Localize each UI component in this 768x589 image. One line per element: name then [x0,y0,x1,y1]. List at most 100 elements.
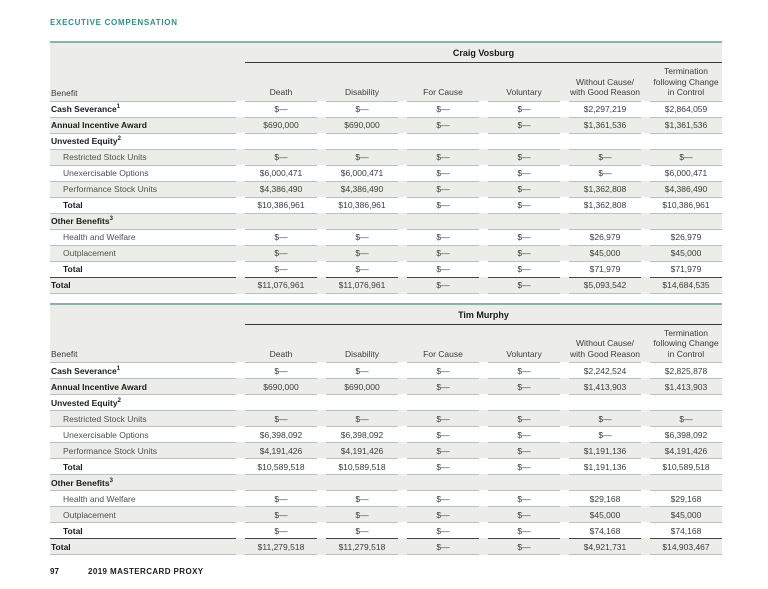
value-cell: $— [407,100,479,117]
value-cell: $— [488,244,560,261]
value-cell [488,212,560,229]
table-row: Total $10,386,961 $10,386,961 $— $— $1,362,80… [50,196,722,213]
value-cell: $10,386,961 [326,196,398,213]
table-row: Unvested Equity2 [50,394,722,410]
value-cell: $11,279,518 [245,538,317,555]
benefit-cell: Other Benefits3 [50,212,236,229]
value-cell: $— [407,426,479,442]
value-cell: $— [488,506,560,522]
entity-name-row: Craig Vosburg [50,43,722,63]
benefit-cell: Cash Severance1 [50,100,236,117]
value-cell: $2,297,219 [569,100,641,117]
value-cell: $— [326,522,398,538]
entity-name: Craig Vosburg [245,43,722,63]
column-header: Voluntary [506,87,542,97]
value-cell: $— [488,426,560,442]
value-cell: $4,921,731 [569,538,641,555]
benefit-cell: Annual Incentive Award [50,378,236,394]
value-cell: $— [569,410,641,426]
value-cell: $— [407,164,479,181]
value-cell: $— [488,164,560,181]
value-cell: $690,000 [326,116,398,133]
value-cell: $5,093,542 [569,276,641,294]
table-row: Unvested Equity2 [50,132,722,149]
table-body: Cash Severance1 $— $— $— $— $2,297,219 $2,864,… [50,100,722,294]
value-cell: $2,242,524 [569,362,641,378]
value-cell: $— [569,164,641,181]
value-cell: $1,361,536 [650,116,722,133]
benefit-cell: Health and Welfare [50,228,236,245]
value-cell: $— [326,228,398,245]
value-cell [326,212,398,229]
benefit-cell: Unvested Equity2 [50,132,236,149]
column-header-row: Benefit Death Disability For Cause Voluntary… [50,63,722,101]
footnote-marker: 2 [117,136,121,142]
value-cell [569,212,641,229]
value-cell: $45,000 [650,506,722,522]
value-cell: $1,413,903 [650,378,722,394]
value-cell: $1,413,903 [569,378,641,394]
compensation-table-tim-murphy: Tim Murphy Benefit Death Disability For Caus… [50,302,722,555]
footnote-marker: 3 [109,216,113,222]
value-cell: $10,386,961 [650,196,722,213]
value-cell: $— [407,362,479,378]
value-cell: $6,000,471 [245,164,317,181]
value-cell: $— [407,442,479,458]
table-row: Cash Severance1 $— $— $— $— $2,297,219 $2,864,… [50,100,722,117]
benefit-cell: Unexercisable Options [50,426,236,442]
column-header: Termination following Change in Control [653,66,719,97]
value-cell [326,394,398,410]
value-cell [245,394,317,410]
value-cell: $— [407,228,479,245]
benefit-cell: Restricted Stock Units [50,410,236,426]
value-cell [407,394,479,410]
value-cell: $29,168 [650,490,722,506]
value-cell: $2,825,878 [650,362,722,378]
value-cell: $11,076,961 [326,276,398,294]
value-cell: $4,191,426 [326,442,398,458]
value-cell [488,394,560,410]
value-cell: $4,386,490 [245,180,317,197]
value-cell: $6,398,092 [245,426,317,442]
column-header: Without Cause/ with Good Reason [570,338,640,359]
value-cell: $— [245,506,317,522]
benefit-cell: Performance Stock Units [50,180,236,197]
benefit-cell: Unexercisable Options [50,164,236,181]
table-row: Outplacement $— $— $— $— $45,000 $45,000 [50,244,722,261]
benefit-cell: Health and Welfare [50,490,236,506]
value-cell: $— [245,362,317,378]
value-cell: $71,979 [569,260,641,277]
value-cell: $— [245,260,317,277]
value-cell: $— [326,410,398,426]
table-row: Total $11,076,961 $11,076,961 $— $— $5,093,54… [50,276,722,294]
table-row: Total $— $— $— $— $74,168 $74,168 [50,522,722,538]
section-eyebrow: EXECUTIVE COMPENSATION [50,18,178,27]
value-cell: $— [326,506,398,522]
benefit-cell: Performance Stock Units [50,442,236,458]
entity-name: Tim Murphy [245,305,722,325]
column-header: Death [269,87,293,97]
value-cell: $11,279,518 [326,538,398,555]
column-header: For Cause [423,348,463,359]
value-cell: $1,191,136 [569,442,641,458]
column-header: Death [269,348,293,359]
footnote-marker: 2 [117,397,121,404]
column-header: Disability [344,348,379,359]
value-cell: $74,168 [650,522,722,538]
column-header: Termination following Change in Control [653,327,719,359]
value-cell [245,474,317,490]
value-cell [326,474,398,490]
value-cell: $4,386,490 [326,180,398,197]
value-cell: $1,361,536 [569,116,641,133]
value-cell: $10,589,518 [245,458,317,474]
value-cell: $— [407,410,479,426]
table-row: Unexercisable Options $6,398,092 $6,398,09… [50,426,722,442]
value-cell [488,132,560,149]
page-number: 97 [50,567,59,576]
value-cell: $— [569,148,641,165]
value-cell: $14,684,535 [650,276,722,294]
value-cell: $10,589,518 [650,458,722,474]
table-row: Restricted Stock Units $— $— $— $— $— $— [50,410,722,426]
value-cell [650,132,722,149]
value-cell: $— [488,100,560,117]
